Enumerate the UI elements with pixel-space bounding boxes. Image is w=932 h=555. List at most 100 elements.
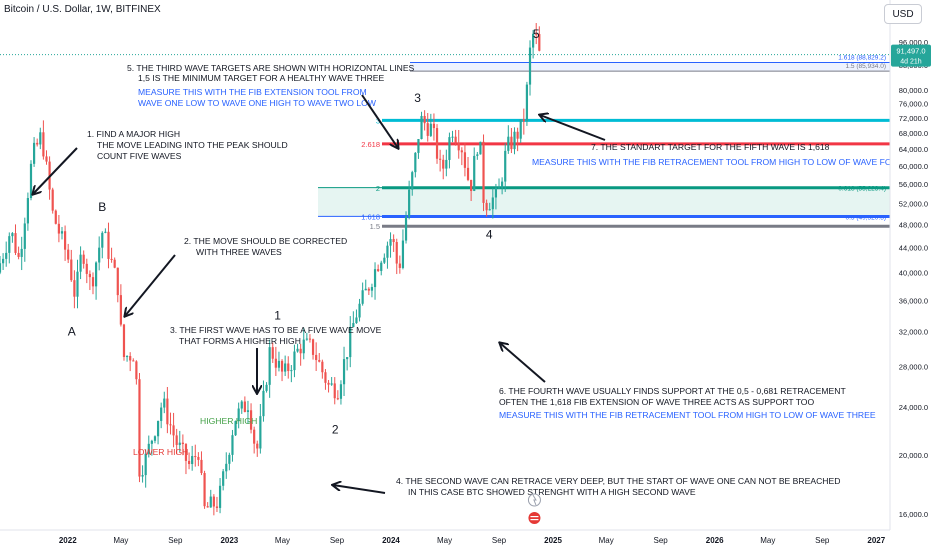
annotation-arrow <box>361 94 398 148</box>
candle-body <box>473 155 476 191</box>
annotation-text: MEASURE THIS WITH THE FIB RETRACEMENT TO… <box>499 410 876 420</box>
candle-body <box>370 287 374 291</box>
candle-body <box>383 257 386 263</box>
ext-level-label: 1.618 (88,829.2) <box>838 54 886 61</box>
price-axis[interactable] <box>890 0 932 550</box>
annotation-text: LOWER HIGH <box>133 447 188 457</box>
price-tick-label: 16,000.0 <box>899 510 928 519</box>
candle-body <box>429 123 432 136</box>
candle-body <box>36 142 39 145</box>
candle-body <box>445 159 448 169</box>
candle-body <box>26 198 29 224</box>
candle-body <box>54 210 57 224</box>
extension-zone <box>410 62 890 72</box>
candle-body <box>73 280 76 297</box>
candle-body <box>510 136 513 150</box>
annotation-text: MEASURE THIS WITH THE FIB RETRACEMENT TO… <box>532 157 904 167</box>
candle-body <box>160 407 163 421</box>
candle-body <box>501 181 504 188</box>
candle-body <box>11 233 14 237</box>
candle-body <box>209 496 212 508</box>
price-tick-label: 32,000.0 <box>899 327 928 336</box>
candle-body <box>364 288 367 291</box>
price-tick-label: 68,000.0 <box>899 129 928 138</box>
candle-body <box>271 347 274 359</box>
candle-body <box>132 360 135 362</box>
candle-body <box>20 248 23 257</box>
candle-body <box>513 131 516 150</box>
candle-body <box>454 136 457 143</box>
time-tick-label: 2027 <box>867 536 885 545</box>
candle-body <box>392 239 395 243</box>
candle-body <box>311 339 315 355</box>
candle-body <box>107 231 110 259</box>
candle-body <box>253 429 256 444</box>
candle-body <box>88 273 91 278</box>
annotation-text: 5. THE THIRD WAVE TARGETS ARE SHOWN WITH… <box>127 63 415 73</box>
candle-body <box>333 383 336 399</box>
candle-body <box>414 152 417 173</box>
candle-body <box>479 141 482 155</box>
flag-stripe <box>530 516 539 518</box>
candle-body <box>460 150 463 153</box>
price-tick-label: 48,000.0 <box>899 221 928 230</box>
candle-body <box>470 179 473 191</box>
candle-body <box>380 262 383 271</box>
candle-body <box>163 398 166 408</box>
bar-countdown: 4d 21h <box>900 59 922 66</box>
candle-body <box>135 361 138 380</box>
currency-button[interactable]: USD <box>884 4 922 24</box>
candle-body <box>293 351 296 371</box>
candle-body <box>14 233 17 253</box>
candle-body <box>485 202 488 211</box>
candle-body <box>215 506 219 508</box>
candle-body <box>336 398 339 400</box>
price-tick-label: 76,000.0 <box>899 100 928 109</box>
candle-body <box>94 262 98 287</box>
price-tick-label: 36,000.0 <box>899 296 928 305</box>
price-tick-label: 56,000.0 <box>899 180 928 189</box>
candle-body <box>287 363 290 372</box>
candle-body <box>488 209 491 211</box>
time-tick-label: May <box>437 536 452 545</box>
annotation-text: MEASURE THIS WITH THE FIB EXTENSION TOOL… <box>138 87 367 97</box>
candle-body <box>246 410 250 412</box>
fib-3-label: 3 <box>376 116 380 125</box>
candle-body <box>122 324 126 357</box>
candle-body <box>358 303 361 318</box>
candle-body <box>51 189 54 211</box>
annotation-arrow <box>333 485 386 494</box>
candle-body <box>525 84 529 122</box>
time-tick-label: May <box>599 536 614 545</box>
candle-body <box>262 390 265 417</box>
candle-body <box>423 115 426 124</box>
candle-body <box>522 119 525 122</box>
flag-stripe <box>530 519 539 521</box>
wave-label: B <box>98 200 106 214</box>
candle-body <box>442 159 445 169</box>
candle-body <box>32 142 36 164</box>
candle-body <box>435 128 439 159</box>
candle-body <box>203 473 206 507</box>
candle-body <box>70 259 73 281</box>
candle-body <box>439 158 442 160</box>
candle-body <box>1 258 5 264</box>
last-price-badge <box>891 44 931 67</box>
time-tick-label: 2024 <box>382 536 400 545</box>
candle-body <box>79 254 82 272</box>
candle-body <box>398 263 401 268</box>
candle-body <box>504 150 507 182</box>
candle-body <box>23 223 26 249</box>
candle-body <box>482 141 485 203</box>
candle-body <box>42 132 45 157</box>
price-tick-label: 24,000.0 <box>899 403 928 412</box>
candle-body <box>144 453 147 476</box>
candle-body <box>401 240 405 268</box>
candle-body <box>156 420 160 437</box>
us-flag-icon[interactable] <box>528 512 541 524</box>
candle-body <box>104 231 107 233</box>
candle-body <box>237 408 240 421</box>
candle-body <box>321 361 324 373</box>
